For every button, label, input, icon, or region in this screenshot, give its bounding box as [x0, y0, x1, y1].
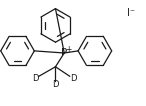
Text: D: D — [32, 74, 38, 83]
Text: +: + — [65, 45, 72, 54]
Text: D: D — [52, 80, 59, 89]
Text: P: P — [61, 48, 67, 58]
Text: I⁻: I⁻ — [127, 8, 135, 18]
Text: D: D — [70, 74, 76, 83]
